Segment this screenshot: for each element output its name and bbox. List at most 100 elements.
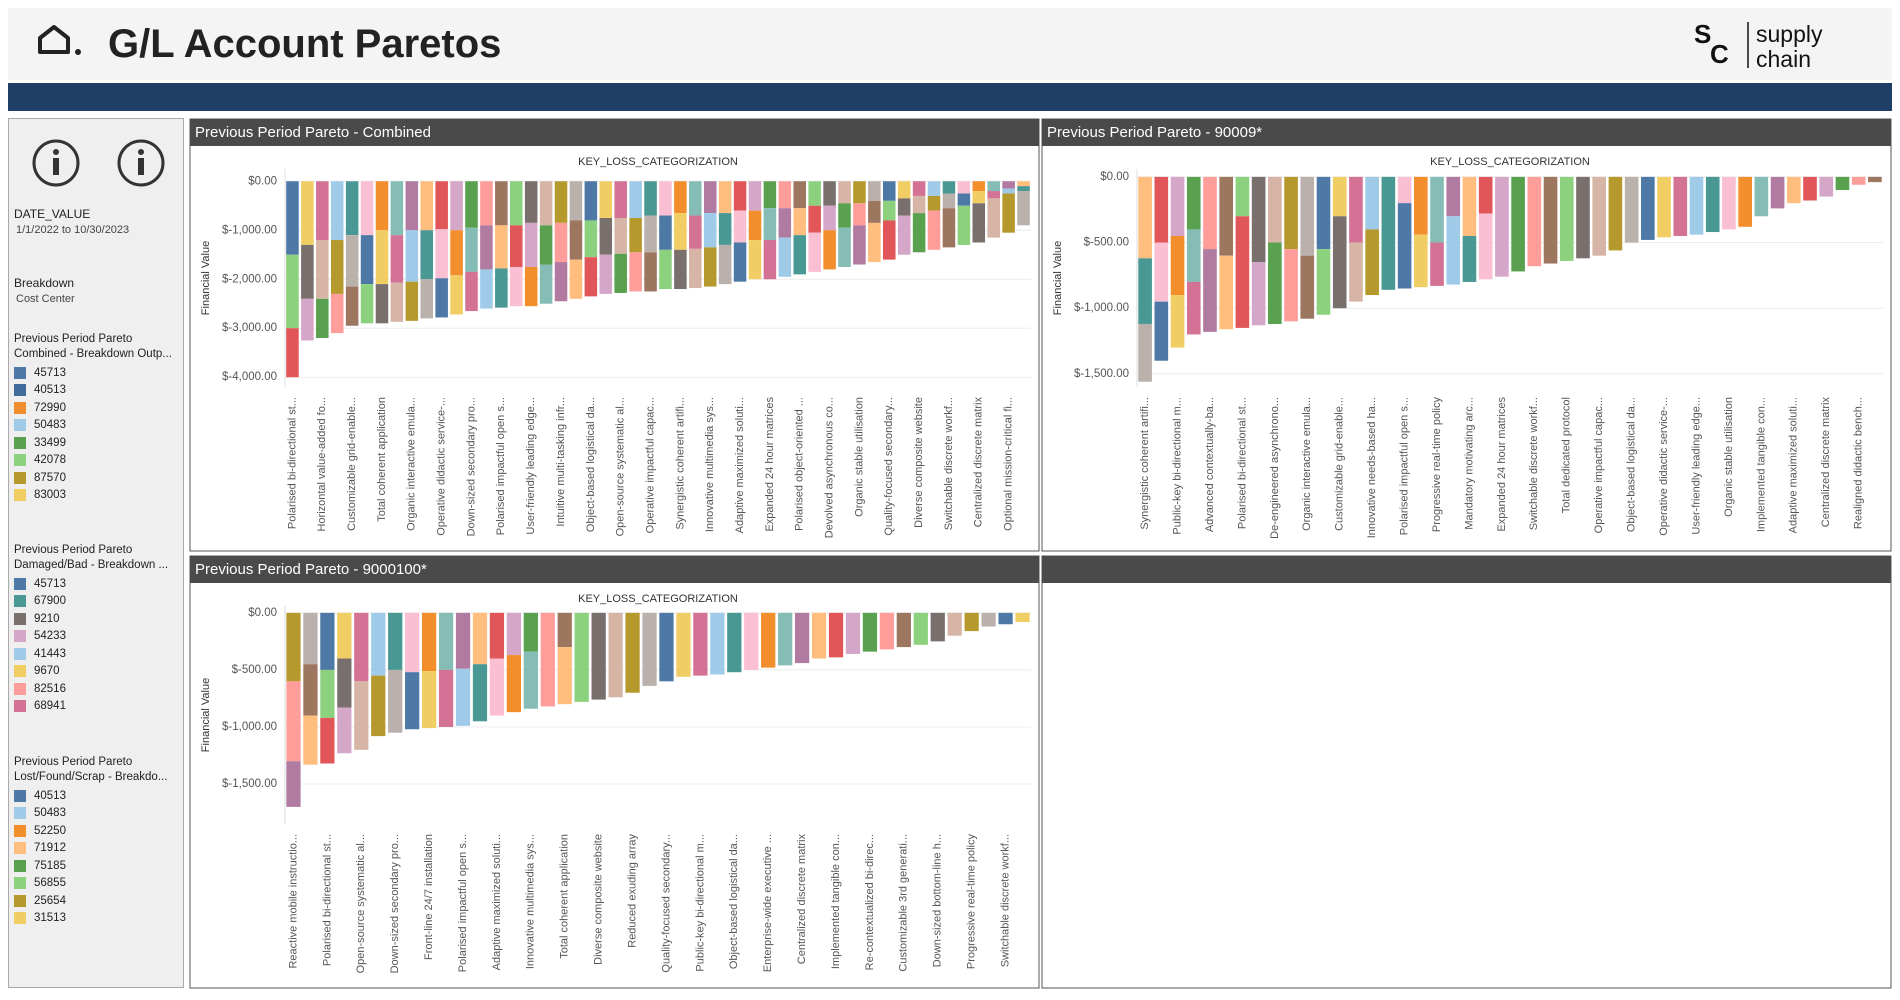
legend-item[interactable]: 68941 bbox=[14, 698, 182, 716]
x-tick-label: Public-key bi-directional m... bbox=[1171, 397, 1183, 535]
bar-segment bbox=[614, 253, 627, 293]
y-axis-title: Financial Value bbox=[1052, 241, 1064, 315]
bar-segment bbox=[1268, 242, 1282, 324]
bar-segment bbox=[838, 203, 851, 228]
legend-label: 40513 bbox=[34, 789, 66, 802]
legend-item[interactable]: 40513 bbox=[14, 382, 182, 400]
legend-label: 33499 bbox=[34, 436, 66, 449]
bar-segment bbox=[879, 612, 895, 650]
bar-segment bbox=[703, 247, 717, 287]
x-tick-label: Centralized discrete matrix bbox=[1820, 397, 1832, 528]
legend-item[interactable]: 9670 bbox=[14, 663, 182, 681]
legend-item[interactable]: 42078 bbox=[14, 452, 182, 470]
bar-segment bbox=[472, 664, 488, 722]
x-tick-label: Implemented tangible con... bbox=[830, 834, 842, 969]
legend-swatch bbox=[14, 489, 26, 502]
legend-label: 41443 bbox=[34, 647, 66, 660]
bar-segment bbox=[1462, 235, 1477, 282]
legend-item[interactable]: 72990 bbox=[14, 399, 182, 417]
bar-segment bbox=[629, 252, 642, 292]
bar-segment bbox=[1251, 176, 1266, 263]
y-tick-label: $-1,000.00 bbox=[222, 224, 277, 236]
bar-segment bbox=[1138, 176, 1152, 259]
legend-item[interactable]: 40513 bbox=[14, 787, 182, 805]
x-tick-label: Reduced exuding array bbox=[626, 834, 638, 948]
legend-item[interactable]: 45713 bbox=[14, 575, 182, 593]
bar-segment bbox=[987, 198, 1000, 238]
panel-title: Previous Period Pareto - Combined bbox=[195, 124, 431, 141]
legend-item[interactable]: 25654 bbox=[14, 892, 182, 910]
legend-swatch bbox=[14, 824, 26, 837]
legend-item[interactable]: 41443 bbox=[14, 645, 182, 663]
legend-item[interactable]: 87570 bbox=[14, 469, 182, 487]
logo: S C supply chain bbox=[1694, 19, 1823, 72]
bar-segment bbox=[450, 275, 463, 315]
legend-item[interactable]: 71912 bbox=[14, 840, 182, 858]
x-tick-label: Open-source systematic al... bbox=[615, 397, 627, 536]
legend-item[interactable]: 31513 bbox=[14, 910, 182, 928]
bar-segment bbox=[1624, 176, 1639, 243]
bar-segment bbox=[405, 181, 419, 231]
x-tick-label: Advanced contextually-ba... bbox=[1204, 397, 1216, 532]
x-tick-label: Innovative multimedia sys... bbox=[704, 397, 716, 532]
panel-title: Previous Period Pareto - 90009* bbox=[1047, 124, 1262, 141]
legend-item[interactable]: 54233 bbox=[14, 628, 182, 646]
bar-segment bbox=[896, 612, 911, 648]
legend-label: 40513 bbox=[34, 384, 66, 397]
legend-swatch bbox=[14, 877, 26, 890]
bar-segment bbox=[554, 262, 568, 302]
x-tick-label: Polarised bi-directional st... bbox=[286, 397, 298, 529]
info-icon[interactable] bbox=[117, 139, 165, 187]
bar-segment bbox=[972, 181, 986, 192]
legend-item[interactable]: 82516 bbox=[14, 680, 182, 698]
bar-segment bbox=[569, 259, 583, 299]
legend-item[interactable]: 75185 bbox=[14, 857, 182, 875]
bar-segment bbox=[360, 181, 374, 236]
bar-segment bbox=[748, 240, 762, 280]
bar-segment bbox=[693, 612, 708, 676]
legend-item[interactable]: 50483 bbox=[14, 417, 182, 435]
info-icon[interactable] bbox=[32, 139, 80, 187]
legend-swatch bbox=[14, 612, 26, 625]
bar-segment bbox=[1430, 242, 1444, 286]
bar-segment bbox=[882, 181, 896, 201]
legend-item[interactable]: 83003 bbox=[14, 487, 182, 505]
legend-item[interactable]: 33499 bbox=[14, 434, 182, 452]
bar-segment bbox=[1705, 176, 1720, 233]
bar-segment bbox=[303, 715, 318, 765]
home-icon[interactable] bbox=[34, 22, 84, 66]
legend-label: 72990 bbox=[34, 401, 66, 414]
bar-segment bbox=[438, 669, 454, 727]
bar-segment bbox=[761, 612, 776, 668]
legend-swatch bbox=[14, 471, 26, 484]
legend-item[interactable]: 52250 bbox=[14, 822, 182, 840]
legend-label: 82516 bbox=[34, 682, 66, 695]
bar-segment bbox=[1446, 216, 1461, 285]
x-tick-label: Organic stable utilisation bbox=[853, 397, 865, 517]
bar-segment bbox=[744, 612, 759, 670]
bar-segment bbox=[591, 612, 606, 700]
breakdown-value[interactable]: Cost Center bbox=[16, 293, 75, 305]
bar-segment bbox=[1478, 213, 1493, 280]
legend-item[interactable]: 9210 bbox=[14, 610, 182, 628]
legend-item[interactable]: 50483 bbox=[14, 805, 182, 823]
legend-item[interactable]: 45713 bbox=[14, 364, 182, 382]
legend-swatch bbox=[14, 682, 26, 695]
bar-segment bbox=[421, 671, 437, 729]
bar-segment bbox=[981, 612, 996, 627]
bar-segment bbox=[390, 181, 404, 236]
date-range[interactable]: 1/1/2022 to 10/30/2023 bbox=[16, 224, 130, 236]
legend-item[interactable]: 67900 bbox=[14, 593, 182, 611]
bar-segment bbox=[897, 181, 911, 199]
legend-item[interactable]: 56855 bbox=[14, 875, 182, 893]
bar-segment bbox=[1478, 176, 1493, 214]
x-tick-label: Polarised impactful open s... bbox=[457, 834, 469, 972]
logo-line2: chain bbox=[1756, 46, 1811, 72]
bar-segment bbox=[1235, 216, 1250, 328]
bar-segment bbox=[1017, 186, 1030, 192]
legend-swatch bbox=[14, 630, 26, 643]
bar-segment bbox=[748, 210, 762, 241]
bar-segment bbox=[316, 181, 329, 241]
legend-label: 25654 bbox=[34, 894, 66, 907]
bar-segment bbox=[957, 205, 971, 245]
